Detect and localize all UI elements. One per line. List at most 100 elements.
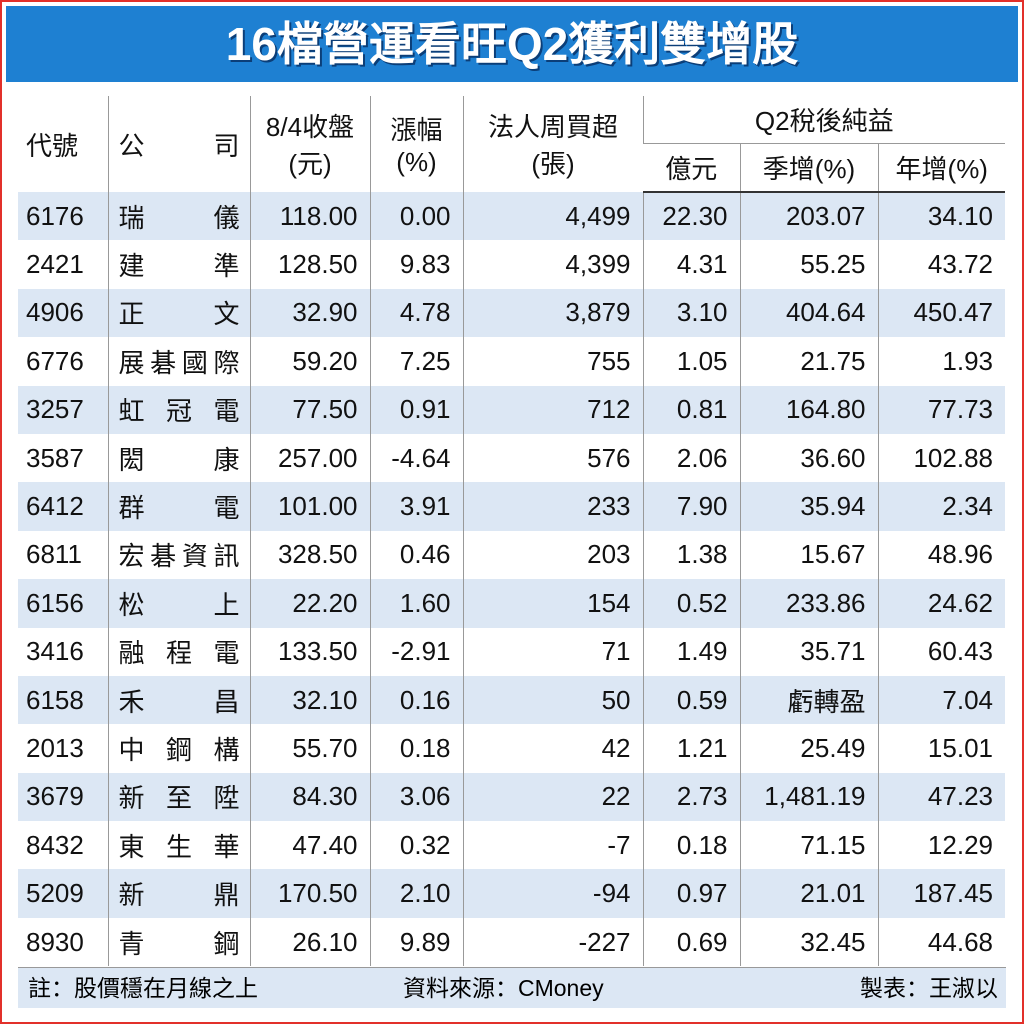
institutional-net-buy: 3,879 bbox=[462, 288, 643, 338]
yoy-growth: 24.62 bbox=[877, 579, 1005, 628]
column-header: 漲幅 (%) bbox=[369, 96, 463, 192]
stock-code: 6776 bbox=[26, 345, 84, 376]
institutional-net-buy: -7 bbox=[462, 821, 643, 870]
q2-profit: 7.90 bbox=[642, 482, 740, 531]
q2-profit: 1.21 bbox=[642, 724, 740, 773]
institutional-net-buy: 71 bbox=[462, 627, 643, 676]
institutional-net-buy: 4,499 bbox=[462, 192, 643, 241]
qoq-growth: 55.25 bbox=[739, 240, 878, 289]
q2-profit: 1.05 bbox=[642, 337, 740, 386]
institutional-net-buy: 233 bbox=[462, 482, 643, 531]
change: 1.60 bbox=[369, 579, 463, 628]
footer-note: 註：股價穩在月線之上 bbox=[28, 975, 258, 1001]
qoq-growth: 1,481.19 bbox=[739, 772, 878, 822]
change: 0.00 bbox=[369, 192, 463, 241]
stock-code: 3587 bbox=[26, 442, 84, 473]
stock-code: 6811 bbox=[26, 539, 82, 570]
header-line: (張) bbox=[531, 149, 575, 179]
company: 青鋼 bbox=[107, 917, 250, 967]
close-price: 47.40 bbox=[249, 821, 370, 870]
q2-profit: 2.06 bbox=[642, 433, 740, 483]
institutional-net-buy: 42 bbox=[462, 724, 643, 773]
company: 禾昌 bbox=[107, 675, 250, 725]
q2-profit: 4.31 bbox=[642, 240, 740, 289]
yoy-growth: 1.93 bbox=[877, 337, 1005, 386]
stock-code: 3679 bbox=[26, 781, 84, 812]
company: 展碁國際 bbox=[107, 337, 250, 386]
yoy-growth: 15.01 bbox=[877, 724, 1005, 773]
header-line: 8/4收盤 bbox=[265, 112, 355, 142]
q2-profit: 0.52 bbox=[642, 579, 740, 628]
company: 新鼎 bbox=[107, 869, 250, 918]
yoy-growth: 102.88 bbox=[877, 433, 1005, 483]
qoq-growth: 35.94 bbox=[739, 482, 878, 531]
stock-code: 2013 bbox=[26, 732, 84, 763]
close-price: 257.00 bbox=[249, 433, 370, 483]
close-price: 328.50 bbox=[249, 530, 370, 580]
table-row: 3416 融程電 133.50 -2.91 71 1.49 35.71 60.43 bbox=[18, 627, 1005, 676]
stock-code: 6412 bbox=[26, 491, 84, 522]
yoy-growth: 450.47 bbox=[877, 288, 1005, 338]
qoq-growth: 404.64 bbox=[739, 288, 878, 338]
yoy-growth: 34.10 bbox=[877, 192, 1005, 241]
qoq-growth: 32.45 bbox=[739, 917, 878, 967]
table-row: 2421 建準 128.50 9.83 4,399 4.31 55.25 43.72 bbox=[18, 240, 1005, 289]
qoq-growth: 21.75 bbox=[739, 337, 878, 386]
yoy-growth: 187.45 bbox=[877, 869, 1005, 918]
close-price: 32.10 bbox=[249, 675, 370, 725]
q2-profit: 1.49 bbox=[642, 627, 740, 676]
company: 虹冠電 bbox=[107, 385, 250, 434]
table-row: 4906 正文 32.90 4.78 3,879 3.10 404.64 450.47 bbox=[18, 288, 1005, 338]
q2-profit: 0.69 bbox=[642, 917, 740, 967]
qoq-growth: 164.80 bbox=[739, 385, 878, 434]
q2-profit: 0.18 bbox=[642, 821, 740, 870]
close-price: 26.10 bbox=[249, 917, 370, 967]
table-row: 3587 閎康 257.00 -4.64 576 2.06 36.60 102.88 bbox=[18, 433, 1005, 483]
qoq-growth: 15.67 bbox=[739, 530, 878, 580]
qoq-growth: 35.71 bbox=[739, 627, 878, 676]
table-row: 3257 虹冠電 77.50 0.91 712 0.81 164.80 77.73 bbox=[18, 385, 1005, 434]
change: -4.64 bbox=[369, 433, 463, 483]
change: 0.46 bbox=[369, 530, 463, 580]
table-row: 6412 群電 101.00 3.91 233 7.90 35.94 2.34 bbox=[18, 482, 1005, 531]
change: -2.91 bbox=[369, 627, 463, 676]
company: 中鋼構 bbox=[107, 724, 250, 773]
table-row: 6811 宏碁資訊 328.50 0.46 203 1.38 15.67 48.96 bbox=[18, 530, 1005, 580]
close-price: 77.50 bbox=[249, 385, 370, 434]
company: 瑞儀 bbox=[107, 192, 250, 241]
title: 16檔營運看旺Q2獲利雙增股 bbox=[6, 6, 1018, 82]
table-row: 6158 禾昌 32.10 0.16 50 0.59 虧轉盈 7.04 bbox=[18, 675, 1005, 725]
stock-code: 5209 bbox=[26, 878, 84, 909]
company: 宏碁資訊 bbox=[107, 530, 250, 580]
close-price: 84.30 bbox=[249, 772, 370, 822]
column-header: 公司 bbox=[107, 96, 250, 192]
close-price: 32.90 bbox=[249, 288, 370, 338]
institutional-net-buy: -94 bbox=[462, 869, 643, 918]
footer-source: 資料來源：CMoney bbox=[403, 975, 604, 1001]
stock-code: 3257 bbox=[26, 394, 84, 425]
change: 3.91 bbox=[369, 482, 463, 531]
table-row: 6176 瑞儀 118.00 0.00 4,499 22.30 203.07 34.10 bbox=[18, 192, 1005, 241]
q2-profit: 0.97 bbox=[642, 869, 740, 918]
q2-profit: 3.10 bbox=[642, 288, 740, 338]
change: 0.18 bbox=[369, 724, 463, 773]
header-line: 法人周買超 bbox=[487, 112, 618, 142]
column-header: 億元 bbox=[643, 143, 740, 193]
stock-code: 3416 bbox=[26, 636, 84, 667]
qoq-growth: 233.86 bbox=[739, 579, 878, 628]
institutional-net-buy: 576 bbox=[462, 433, 643, 483]
institutional-net-buy: 4,399 bbox=[462, 240, 643, 289]
qoq-growth: 36.60 bbox=[739, 433, 878, 483]
qoq-growth: 25.49 bbox=[739, 724, 878, 773]
company: 松上 bbox=[107, 579, 250, 628]
institutional-net-buy: 22 bbox=[462, 772, 643, 822]
change: 4.78 bbox=[369, 288, 463, 338]
company: 閎康 bbox=[107, 433, 250, 483]
yoy-growth: 2.34 bbox=[877, 482, 1005, 531]
qoq-growth: 21.01 bbox=[739, 869, 878, 918]
stock-code: 6156 bbox=[26, 587, 84, 618]
close-price: 118.00 bbox=[249, 192, 370, 241]
column-header: 法人周買超 (張) bbox=[462, 96, 643, 192]
institutional-net-buy: 755 bbox=[462, 337, 643, 386]
column-header: 代號 bbox=[26, 130, 79, 161]
